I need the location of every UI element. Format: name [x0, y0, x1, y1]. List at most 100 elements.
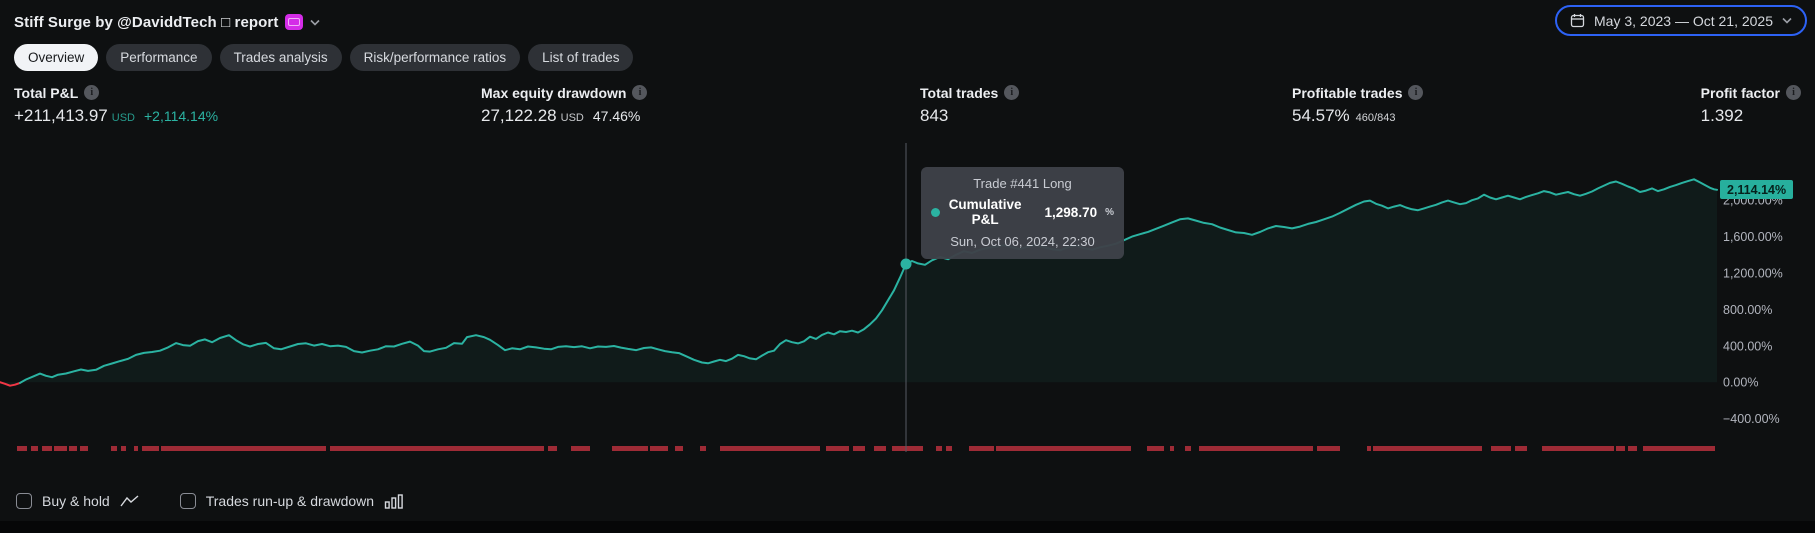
- stat-max-drawdown: Max equity drawdown i 27,122.28 USD 47.46%: [481, 84, 648, 126]
- y-axis-tick: 0.00%: [1723, 376, 1758, 390]
- report-title: Stiff Surge by @DaviddTech □ report: [14, 13, 279, 31]
- stat-profit-factor: Profit factor i 1.392: [1701, 84, 1801, 126]
- drawdown-marker: [1170, 446, 1174, 451]
- drawdown-marker: [1628, 446, 1637, 451]
- equity-curve-chart[interactable]: 2,000.00%1,600.00%1,200.00%800.00%400.00…: [0, 140, 1815, 460]
- info-icon[interactable]: i: [632, 85, 648, 100]
- drawdown-marker: [969, 446, 994, 451]
- date-range-picker[interactable]: May 3, 2023 — Oct 21, 2025: [1555, 5, 1807, 36]
- stat-label: Profitable trades: [1292, 84, 1403, 101]
- drawdown-marker: [571, 446, 590, 451]
- buy-and-hold-toggle[interactable]: Buy & hold: [16, 493, 140, 509]
- info-icon[interactable]: i: [1786, 85, 1801, 100]
- checkbox[interactable]: [179, 493, 196, 509]
- report-header: Stiff Surge by @DaviddTech □ report: [14, 10, 321, 34]
- drawdown-marker: [1515, 446, 1527, 451]
- line-chart-icon: [120, 494, 139, 506]
- drawdown-marker: [675, 446, 683, 451]
- bottom-strip: [0, 521, 1815, 533]
- drawdown-marker: [1491, 446, 1511, 451]
- info-icon[interactable]: i: [1004, 85, 1020, 100]
- info-icon[interactable]: i: [84, 85, 100, 100]
- stat-unit: USD: [560, 112, 584, 124]
- drawdown-marker: [853, 446, 865, 451]
- tooltip-unit: %: [1105, 206, 1114, 218]
- chevron-down-icon: [1782, 17, 1792, 24]
- drawdown-marker: [80, 446, 88, 451]
- equity-area-fill: [0, 179, 1717, 386]
- chart-footer: Buy & hold Trades run-up & drawdown Abso…: [0, 482, 1815, 520]
- drawdown-marker: [996, 446, 1131, 451]
- drawdown-marker: [720, 446, 820, 451]
- stat-label: Max equity drawdown: [481, 84, 627, 101]
- stat-extra: 47.46%: [592, 108, 641, 124]
- drawdown-marker: [1147, 446, 1164, 451]
- y-axis-tick: 1,600.00%: [1723, 230, 1783, 244]
- drawdown-marker: [31, 446, 38, 451]
- drawdown-marker: [650, 446, 668, 451]
- tooltip-series: Cumulative P&L: [948, 197, 1022, 227]
- tooltip-time: Sun, Oct 06, 2024, 22:30: [950, 234, 1095, 249]
- checkbox-label: Buy & hold: [42, 493, 110, 509]
- y-axis-tick: −400.00%: [1723, 412, 1780, 426]
- trades-runup-drawdown-toggle[interactable]: Trades run-up & drawdown: [179, 493, 404, 509]
- date-range-label: May 3, 2023 — Oct 21, 2025: [1594, 12, 1773, 29]
- drawdown-marker: [548, 446, 557, 451]
- drawdown-marker: [1616, 446, 1625, 451]
- stat-value: 54.57%: [1292, 106, 1350, 125]
- drawdown-marker: [1367, 446, 1371, 451]
- drawdown-marker: [330, 446, 544, 451]
- drawdown-marker: [1542, 446, 1614, 451]
- drawdown-marker: [1185, 446, 1191, 451]
- tab-overview[interactable]: Overview: [14, 44, 99, 71]
- drawdown-marker: [1317, 446, 1340, 451]
- checkbox-label: Trades run-up & drawdown: [205, 493, 375, 509]
- series-dot-icon: [931, 207, 940, 217]
- drawdown-marker: [1643, 446, 1715, 451]
- stat-extra: 460/843: [1355, 112, 1396, 124]
- calendar-icon: [1570, 14, 1585, 28]
- tab-trades-analysis[interactable]: Trades analysis: [219, 44, 342, 71]
- stat-value: 27,122.28: [481, 106, 557, 125]
- drawdown-marker: [1373, 446, 1482, 451]
- info-icon[interactable]: i: [1408, 85, 1424, 100]
- stat-extra: +2,114.14%: [143, 108, 219, 124]
- stat-label: Total trades: [920, 84, 999, 101]
- drawdown-marker: [121, 446, 126, 451]
- stat-total-pnl: Total P&L i +211,413.97 USD +2,114.14%: [14, 84, 218, 126]
- current-value-badge: 2,114.14%: [1720, 180, 1794, 199]
- checkbox[interactable]: [16, 493, 32, 509]
- drawdown-marker: [946, 446, 952, 451]
- stat-unit: USD: [111, 112, 135, 124]
- drawdown-marker: [54, 446, 67, 451]
- strategy-icon: [285, 14, 304, 30]
- tab-list-of-trades[interactable]: List of trades: [528, 44, 634, 71]
- drawdown-marker: [17, 446, 27, 451]
- y-axis-tick: 1,200.00%: [1723, 267, 1783, 281]
- y-axis-tick: 800.00%: [1723, 303, 1772, 317]
- stat-total-trades: Total trades i 843: [920, 84, 1020, 126]
- drawdown-marker: [42, 446, 52, 451]
- stat-label: Total P&L: [14, 84, 79, 101]
- chevron-down-icon[interactable]: [310, 19, 321, 26]
- tooltip-value: 1,298.70: [1044, 204, 1098, 220]
- drawdown-marker: [874, 446, 886, 451]
- tooltip-title: Trade #441 Long: [973, 176, 1072, 191]
- stat-value: 1.392: [1700, 106, 1744, 125]
- drawdown-marker: [69, 446, 77, 451]
- tab-performance[interactable]: Performance: [106, 44, 212, 71]
- drawdown-marker: [1250, 446, 1313, 451]
- drawdown-marker: [700, 446, 706, 451]
- drawdown-marker: [826, 446, 849, 451]
- stat-profitable-trades: Profitable trades i 54.57% 460/843: [1292, 84, 1424, 126]
- drawdown-marker: [142, 446, 159, 451]
- drawdown-marker: [936, 446, 942, 451]
- report-tabs: Overview Performance Trades analysis Ris…: [14, 44, 634, 71]
- drawdown-marker: [161, 446, 326, 451]
- drawdown-marker: [612, 446, 648, 451]
- stat-value: +211,413.97: [14, 106, 108, 125]
- equity-curve: [19, 178, 1718, 384]
- tab-risk-performance-ratios[interactable]: Risk/performance ratios: [349, 44, 521, 71]
- y-axis-tick: 400.00%: [1723, 339, 1772, 353]
